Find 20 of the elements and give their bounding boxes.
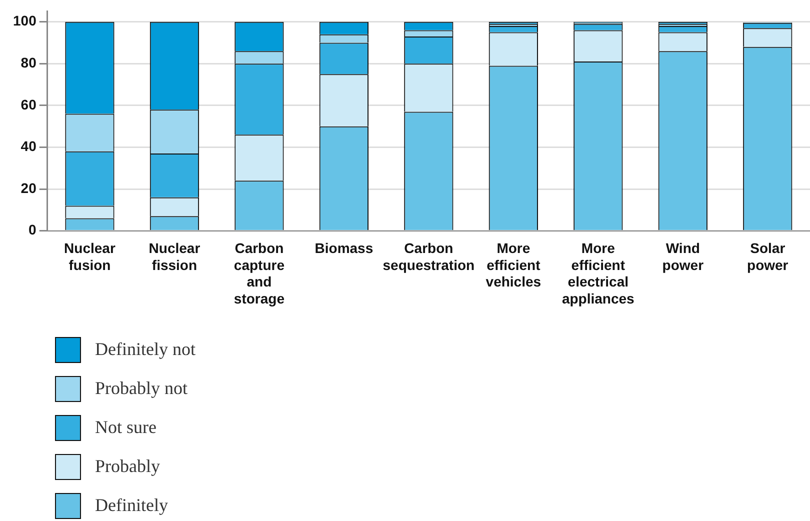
legend-label: Definitely [95, 495, 168, 516]
x-tick-label: Biomass [314, 240, 374, 256]
legend-label: Probably not [95, 378, 188, 399]
x-tick-label: More efficient electrical appliances [562, 240, 635, 306]
x-tick-label: Carbon sequestration [382, 240, 475, 273]
y-tick-label: 20 [20, 180, 37, 196]
legend-label: Not sure [95, 417, 156, 438]
legend-label: Definitely not [95, 339, 196, 360]
y-tick-label: 60 [20, 96, 37, 112]
x-tick-label: Nuclear fission [148, 240, 201, 273]
x-tick-label: Wind power [662, 240, 704, 273]
y-tick-label: 0 [28, 222, 37, 238]
x-tick-label: More efficient vehicles [486, 240, 542, 290]
x-tick-label: Solar power [747, 240, 789, 273]
y-tick-label: 100 [13, 12, 37, 29]
legend-label: Probably [95, 456, 160, 477]
x-tick-label: Carbon capture and storage [234, 240, 285, 306]
y-tick-label: 40 [20, 138, 37, 154]
x-tick-label: Nuclear fusion [64, 240, 116, 273]
y-tick-label: 80 [20, 54, 37, 70]
